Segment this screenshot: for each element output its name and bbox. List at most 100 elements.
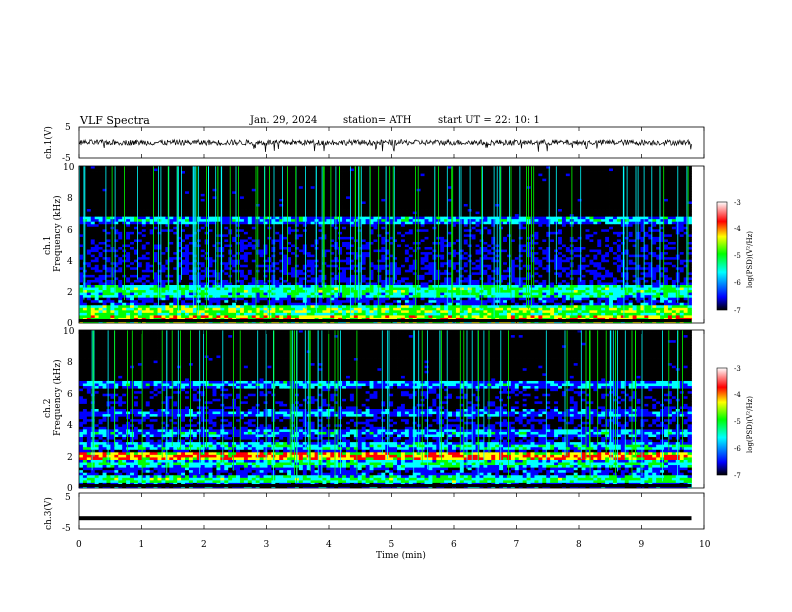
spectrogram-cell: [483, 221, 488, 225]
spectrogram-cell: [212, 166, 217, 169]
spectrogram-cell: [247, 201, 253, 205]
spectrogram-cell: [424, 183, 429, 187]
spectrogram-cell: [660, 214, 665, 218]
spectrogram-cell: [522, 198, 527, 202]
spectrogram-cell: [353, 236, 359, 240]
spectrogram-cell: [149, 216, 154, 220]
spectrogram-cell: [294, 191, 300, 195]
spectrogram-cell: [287, 209, 292, 212]
spectrogram-cell: [208, 224, 213, 228]
spectrogram-cell: [275, 231, 280, 235]
spectrogram-cell: [196, 196, 202, 200]
spectrogram-cell: [208, 206, 213, 210]
spectrogram-cell: [200, 234, 206, 238]
spectrogram-cell: [137, 239, 143, 243]
spectrogram-cell: [157, 188, 162, 192]
spectrogram-cell: [130, 206, 135, 210]
spectrogram-cell: [644, 241, 649, 245]
spectrogram-cell: [377, 201, 382, 205]
spectrogram-cell: [200, 244, 206, 248]
spectrogram-cell: [542, 203, 547, 207]
spectrogram-cell: [188, 239, 194, 243]
spectrogram-cell: [263, 201, 268, 205]
spectrogram-cell: [581, 209, 586, 212]
spectrogram-cell: [550, 244, 555, 248]
spectrogram-cell: [577, 166, 582, 169]
spectrogram-cell: [538, 239, 543, 243]
spectrogram-cell: [110, 193, 115, 197]
spectrogram-cell: [593, 201, 598, 205]
spectrogram-cell: [181, 206, 186, 210]
spectrogram-cell: [212, 241, 217, 245]
spectrogram-cell: [275, 166, 280, 169]
spectrogram-cell: [161, 183, 166, 187]
spectrogram-cell: [216, 239, 221, 243]
spectrogram-cell: [381, 198, 386, 202]
spectrogram-cell: [373, 188, 378, 192]
spectrogram-cell: [153, 206, 158, 210]
spectrogram-cell: [448, 214, 453, 218]
spectrogram-cell: [632, 178, 637, 182]
spectrogram-cell: [353, 183, 359, 187]
spectrogram-cell: [577, 193, 582, 197]
spectrogram-cell: [412, 183, 418, 187]
spectrogram-cell: [605, 166, 610, 169]
spectrogram-cell: [126, 241, 131, 245]
spectrogram-cell: [251, 216, 257, 220]
spectrogram-cell: [499, 186, 504, 190]
spectrogram-cell: [247, 181, 253, 185]
spectrogram-cell: [491, 186, 496, 190]
spectrogram-cell: [118, 216, 123, 220]
spectrogram-cell: [86, 188, 92, 192]
spectrogram-cell: [298, 193, 304, 197]
spectrogram-cell: [185, 183, 190, 187]
spectrogram-cell: [558, 193, 563, 197]
spectrogram-cell: [455, 198, 461, 202]
spectrogram-cell: [263, 221, 268, 225]
spectrogram-cell: [601, 226, 606, 230]
spectrogram-cell: [593, 183, 598, 187]
spectrogram-cell: [589, 221, 594, 225]
spectrogram-cell: [181, 168, 186, 172]
spectrogram-cell: [275, 211, 280, 215]
spectrogram-cell: [377, 209, 382, 212]
spectrogram-cell: [338, 168, 343, 172]
spectrogram-cell: [510, 229, 516, 233]
spectrogram-cell: [585, 244, 590, 248]
spectrogram-cell: [510, 171, 516, 174]
spectrogram-cell: [404, 221, 410, 225]
spectrogram-cell: [185, 219, 190, 223]
spectrogram-cell: [561, 234, 567, 238]
spectrogram-cell: [452, 221, 457, 225]
spectrogram-cell: [185, 211, 190, 215]
spectrogram-cell: [538, 211, 543, 215]
spectrogram-cell: [424, 216, 429, 220]
spectrogram-cell: [133, 221, 139, 225]
spectrogram-cell: [585, 178, 590, 182]
spectrogram-cell: [126, 226, 131, 230]
spectrogram-cell: [181, 173, 186, 177]
spectrogram-cell: [318, 209, 323, 212]
spectrogram-cell: [561, 226, 567, 230]
spectrogram-cell: [361, 221, 367, 225]
spectrogram-cell: [644, 244, 649, 248]
spectrogram-cell: [196, 244, 202, 248]
spectrogram-cell: [126, 168, 131, 172]
spectrogram-cell: [471, 234, 476, 238]
spectrogram-cell: [118, 226, 123, 230]
spectrogram-cell: [330, 168, 335, 172]
spectrogram-cell: [597, 221, 602, 225]
spectrogram-cell: [408, 231, 414, 235]
spectrogram-cell: [393, 214, 398, 218]
spectrogram-cell: [173, 201, 178, 205]
spectrogram-cell: [652, 219, 657, 223]
spectrogram-cell: [612, 191, 618, 195]
spectrogram-cell: [102, 209, 107, 212]
spectrogram-cell: [377, 168, 382, 172]
spectrogram-cell: [239, 176, 245, 180]
spectrogram-cell: [483, 166, 488, 169]
spectrogram-cell: [616, 234, 622, 238]
spectrogram-cell: [597, 219, 602, 223]
spectrogram-cell: [326, 224, 331, 228]
spectrogram-cell: [687, 203, 692, 207]
